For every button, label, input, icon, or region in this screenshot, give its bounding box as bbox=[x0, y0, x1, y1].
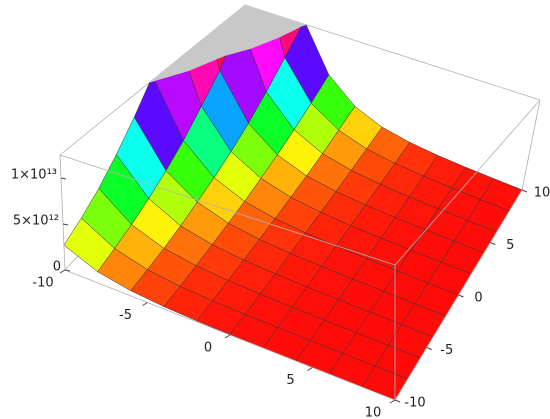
x-tick bbox=[142, 302, 148, 306]
y-tick bbox=[521, 189, 528, 193]
x-tick bbox=[307, 367, 313, 371]
y-tick-label: 10 bbox=[534, 186, 550, 201]
box-edge bbox=[521, 99, 541, 191]
z-tick bbox=[64, 269, 71, 272]
box-edge bbox=[394, 99, 541, 266]
clipped-cap bbox=[225, 44, 252, 56]
y-tick-label: 0 bbox=[474, 291, 482, 306]
y-tick-label: -5 bbox=[440, 343, 453, 358]
x-tick-label: 5 bbox=[286, 373, 294, 388]
y-tick-label: 5 bbox=[506, 238, 514, 253]
x-tick bbox=[389, 399, 396, 404]
x-tick bbox=[59, 269, 66, 274]
z-tick bbox=[62, 223, 69, 226]
y-tick bbox=[458, 294, 464, 298]
z-tick bbox=[60, 177, 67, 180]
x-tick-label: 10 bbox=[365, 406, 382, 419]
x-tick-label: -5 bbox=[119, 308, 132, 323]
y-tick bbox=[426, 347, 432, 350]
clipped-cap bbox=[301, 23, 308, 27]
clipped-cap bbox=[149, 79, 156, 83]
box-edge bbox=[59, 154, 66, 271]
y-tick bbox=[490, 242, 496, 245]
x-tick bbox=[224, 334, 231, 339]
z-tick-label: 5×10¹² bbox=[13, 214, 59, 229]
z-tick-label: 0 bbox=[53, 260, 61, 275]
z-tick-label: 1×10¹³ bbox=[11, 168, 57, 183]
x-tick-label: -10 bbox=[32, 276, 53, 291]
x-tick-label: 0 bbox=[204, 341, 212, 356]
box-edge bbox=[59, 154, 396, 266]
y-tick bbox=[394, 399, 401, 403]
y-tick-label: -10 bbox=[404, 396, 425, 411]
